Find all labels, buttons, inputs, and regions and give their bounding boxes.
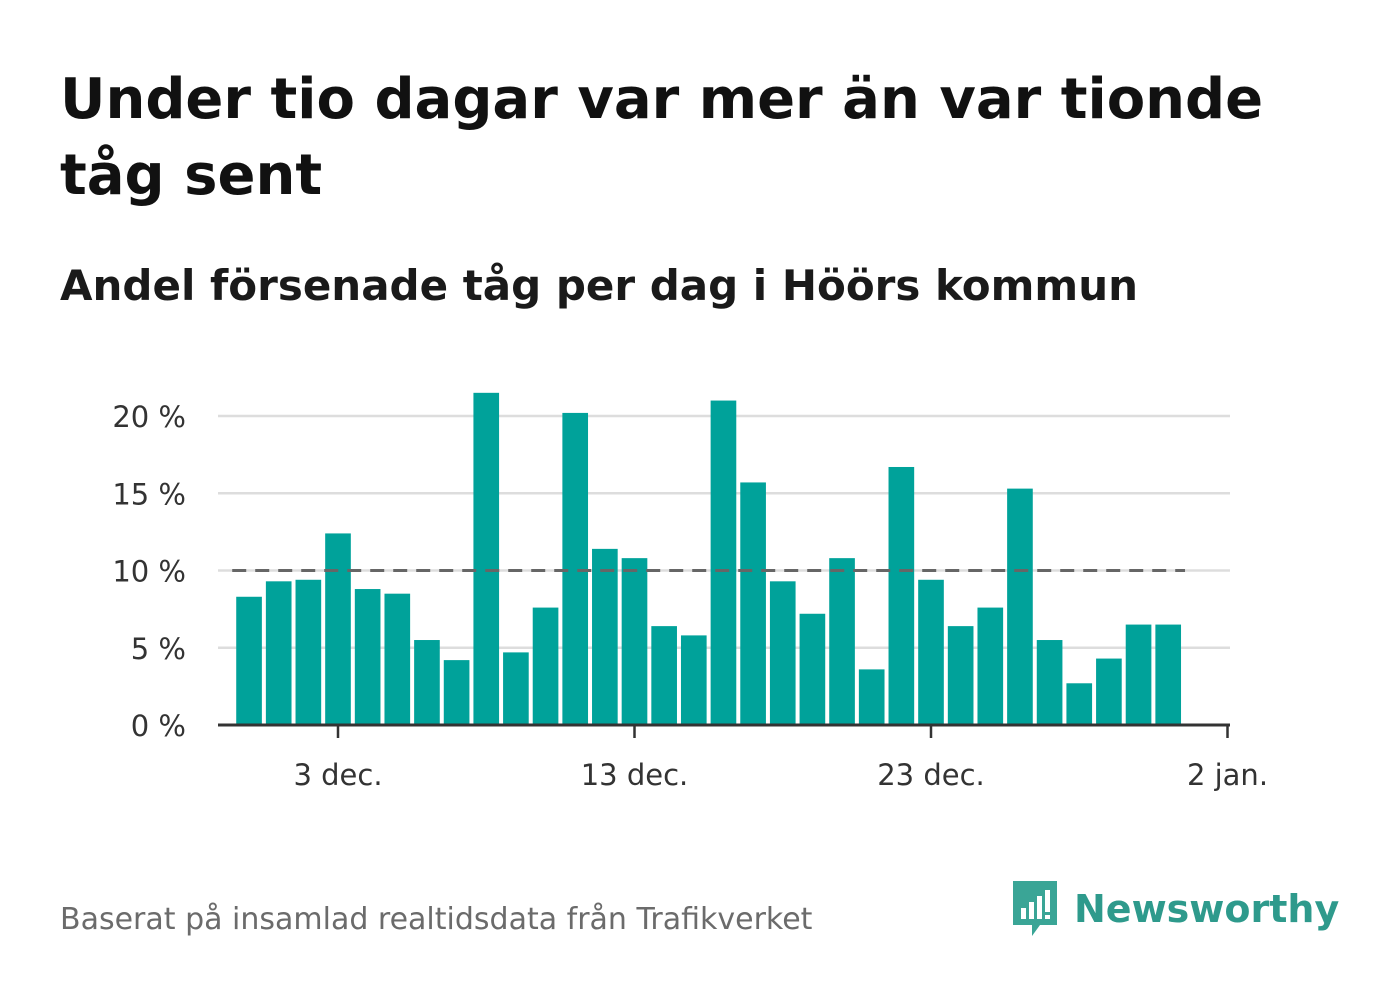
bar bbox=[1007, 488, 1033, 725]
bar bbox=[443, 660, 470, 725]
bar bbox=[473, 392, 500, 725]
chart-title: Under tio dagar var mer än var tionde tå… bbox=[60, 67, 1264, 208]
y-tick-label: 20 % bbox=[112, 400, 186, 434]
bar bbox=[947, 626, 974, 725]
bar bbox=[532, 607, 559, 725]
y-tick-label: 0 % bbox=[131, 709, 186, 743]
y-tick-label: 15 % bbox=[112, 477, 186, 511]
bar bbox=[265, 581, 292, 725]
bar bbox=[888, 466, 915, 725]
bar bbox=[562, 412, 589, 725]
bar bbox=[858, 669, 885, 725]
source-note: Baserat på insamlad realtidsdata från Tr… bbox=[60, 902, 813, 937]
x-tick-label: 3 dec. bbox=[293, 758, 382, 792]
bar bbox=[651, 626, 677, 725]
bar bbox=[829, 558, 855, 725]
y-tick-label: 5 % bbox=[131, 632, 186, 666]
bar bbox=[325, 533, 351, 725]
bar bbox=[236, 596, 262, 725]
bar bbox=[740, 482, 766, 725]
bar bbox=[1066, 683, 1093, 725]
y-tick-label: 10 % bbox=[112, 555, 186, 589]
x-tick-label: 13 dec. bbox=[581, 758, 689, 792]
bar bbox=[414, 640, 440, 725]
bar bbox=[1155, 624, 1182, 725]
bar bbox=[1096, 658, 1122, 725]
bar bbox=[295, 579, 322, 725]
bar bbox=[503, 652, 529, 725]
brand-name: Newsworthy bbox=[1074, 887, 1340, 931]
bar bbox=[799, 613, 826, 725]
bar bbox=[769, 581, 796, 725]
x-tick-label: 2 jan. bbox=[1187, 758, 1268, 792]
axes: 0 % 5 % 10 % 15 % 20 % 3 dec. 13 dec. 23 dec. 2 … bbox=[112, 400, 1268, 792]
chart-subtitle: Andel försenade tåg per dag i Höörs komm… bbox=[60, 261, 1138, 310]
bar bbox=[1036, 640, 1063, 725]
bar bbox=[621, 558, 648, 725]
newsworthy-logo-icon bbox=[1013, 881, 1057, 936]
bar bbox=[592, 548, 618, 725]
bars bbox=[236, 392, 1182, 725]
bar bbox=[918, 579, 944, 725]
bar bbox=[977, 607, 1004, 725]
bar bbox=[680, 635, 707, 725]
bar bbox=[1125, 624, 1152, 725]
bar bbox=[354, 589, 381, 725]
bar bbox=[710, 400, 737, 725]
brand-logo: Newsworthy bbox=[1010, 878, 1339, 940]
bar-chart: 0 % 5 % 10 % 15 % 20 % 3 dec. 13 dec. 23 dec. 2 … bbox=[112, 392, 1268, 792]
x-tick-label: 23 dec. bbox=[877, 758, 985, 792]
bar bbox=[384, 593, 411, 725]
